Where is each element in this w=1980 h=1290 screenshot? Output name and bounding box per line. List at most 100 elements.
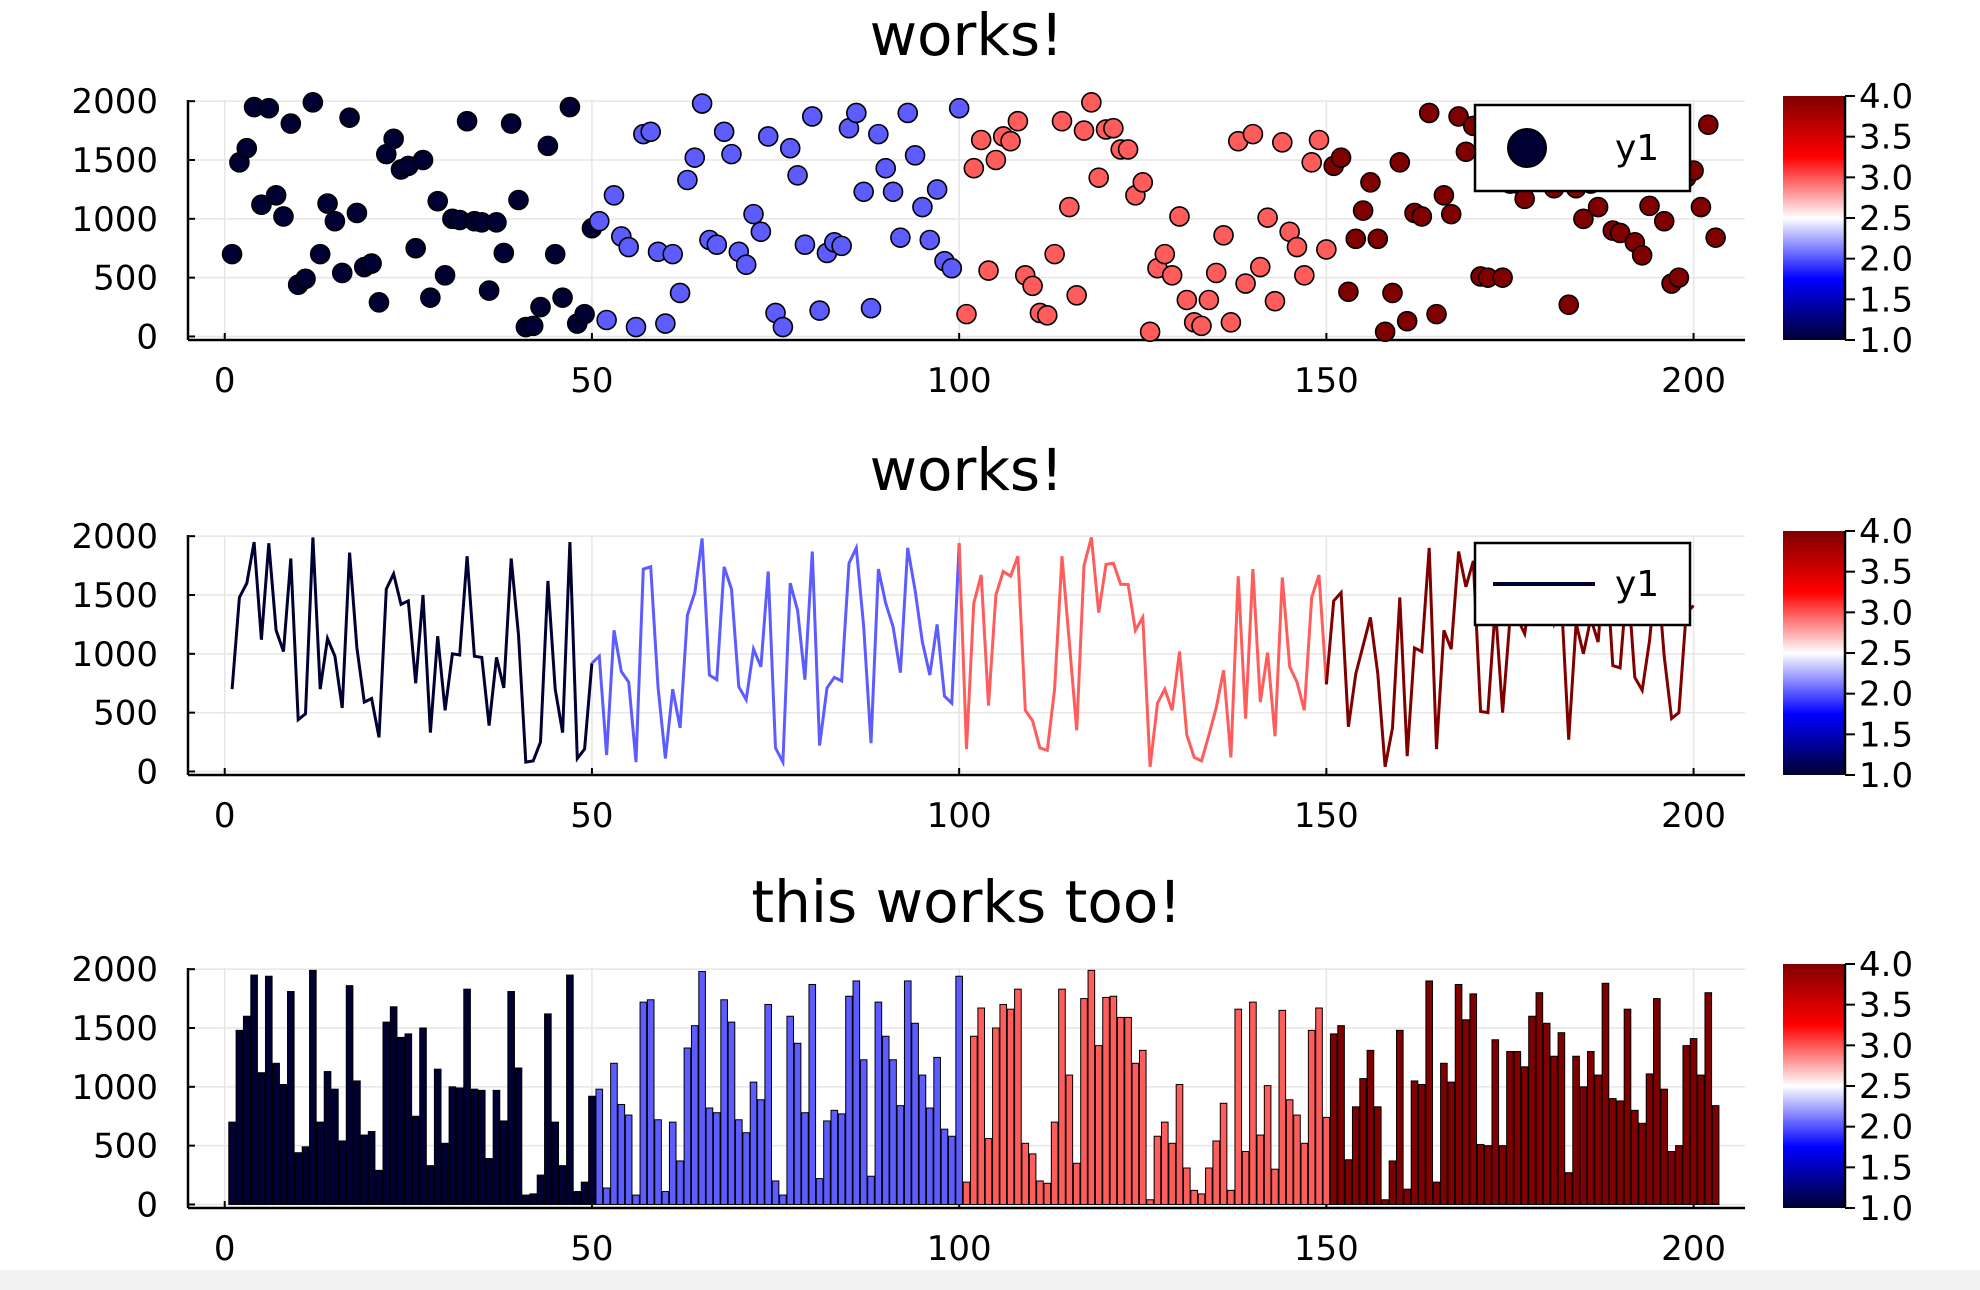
colorbar-tick-label: 1.5 — [1859, 715, 1913, 755]
bar — [228, 1121, 236, 1205]
scatter-point — [1000, 130, 1021, 152]
y-tick-label: 0 — [136, 317, 158, 357]
bar — [1660, 1088, 1669, 1205]
bar — [727, 1021, 736, 1205]
scatter-point — [588, 210, 610, 232]
bar — [287, 991, 295, 1205]
colorbar-tick-label: 2.0 — [1859, 675, 1913, 715]
scatter-point — [794, 234, 816, 256]
scatter-point — [273, 206, 294, 227]
bar — [940, 1128, 949, 1205]
x-tick-label: 100 — [927, 796, 992, 836]
bar — [279, 1083, 288, 1205]
scatter-point — [603, 184, 625, 206]
y-tick-label: 500 — [93, 1127, 158, 1167]
scatter-point — [1440, 203, 1462, 225]
bar — [859, 1059, 868, 1205]
bar — [977, 1007, 985, 1205]
scatter-point — [772, 316, 794, 338]
chart-title: works! — [870, 1, 1064, 69]
bar — [786, 1015, 795, 1205]
scatter-point — [1301, 152, 1322, 173]
colorbar-tick-label: 3.5 — [1859, 118, 1913, 158]
scatter-point — [926, 179, 948, 200]
scatter-point — [912, 196, 933, 218]
scatter-point — [948, 97, 970, 119]
scatter-point — [978, 260, 999, 281]
scatter-point — [456, 110, 478, 132]
y-tick-label: 0 — [136, 752, 158, 792]
bar — [250, 974, 258, 1205]
bar — [793, 1042, 802, 1205]
bar — [514, 1067, 523, 1205]
scatter-point — [317, 193, 338, 214]
colorbar-tick-label: 3.5 — [1859, 553, 1913, 593]
bar — [1689, 1038, 1698, 1205]
scatter-point — [1073, 120, 1095, 141]
scatter-point — [1455, 141, 1477, 163]
scatter-point — [669, 282, 691, 304]
scatter-point — [552, 287, 573, 308]
bar — [367, 1131, 376, 1205]
scatter-point — [1044, 243, 1065, 265]
x-tick-label: 50 — [570, 1229, 613, 1269]
colorbar-tick-label: 4.0 — [1859, 512, 1913, 552]
bar — [1440, 1062, 1448, 1205]
bar — [1131, 1062, 1140, 1205]
bar — [1138, 1049, 1147, 1205]
bar — [771, 1180, 780, 1205]
panel-3: this works too!0 50 100 150 2000500100015002… — [71, 868, 1913, 1269]
bar — [1594, 1074, 1602, 1205]
scatter-point — [743, 203, 764, 225]
scatter-point — [346, 202, 368, 224]
panel-2: works!0 50 100 150 2000500100015002000y11.01… — [71, 436, 1913, 836]
bar — [1564, 1172, 1573, 1205]
scatter-point — [1418, 102, 1440, 124]
colorbar-tick-label: 2.0 — [1859, 240, 1913, 280]
scatter-point — [1411, 206, 1433, 227]
bar — [1351, 1106, 1360, 1205]
scatter-point — [875, 157, 897, 179]
bar — [1043, 1182, 1052, 1205]
bar — [323, 1071, 332, 1205]
scatter-point — [1492, 267, 1513, 288]
bar — [1021, 1142, 1030, 1205]
scatter-point — [809, 300, 830, 321]
scatter-point — [1132, 172, 1154, 193]
bar — [1168, 1142, 1176, 1205]
bar — [1469, 993, 1478, 1205]
scatter-point — [1639, 195, 1660, 217]
bar — [903, 980, 912, 1205]
bar — [639, 1001, 648, 1205]
colorbar-tick-label: 2.5 — [1859, 634, 1913, 674]
scatter-point — [1103, 117, 1124, 139]
bar — [668, 1121, 677, 1205]
scatter-point — [1330, 147, 1352, 168]
bar — [602, 1187, 611, 1205]
scatter-point — [486, 212, 507, 233]
scatter-point — [640, 121, 661, 143]
scatter-point — [1360, 172, 1381, 193]
colorbar-tick-label: 1.0 — [1859, 756, 1913, 796]
bar — [757, 1099, 765, 1205]
bar — [962, 1181, 971, 1205]
bar — [1403, 1188, 1411, 1205]
scatter-point — [757, 126, 779, 147]
scatter-point — [625, 316, 647, 338]
bar — [801, 1112, 809, 1205]
scatter-point — [1242, 123, 1264, 145]
colorbar-tick-label: 4.0 — [1859, 77, 1913, 117]
scatter-point — [500, 113, 522, 134]
colorbar — [1783, 96, 1845, 340]
scatter-point — [427, 190, 449, 212]
scatter-point — [750, 221, 772, 243]
bar — [1579, 1086, 1588, 1205]
bar — [573, 1191, 582, 1205]
y-tick-label: 1500 — [71, 141, 158, 181]
scatter-point — [559, 96, 581, 118]
bar — [1366, 1049, 1375, 1205]
bar — [852, 980, 861, 1205]
bar — [1080, 998, 1088, 1205]
bar — [925, 1107, 934, 1205]
scatter-point — [1036, 304, 1058, 326]
